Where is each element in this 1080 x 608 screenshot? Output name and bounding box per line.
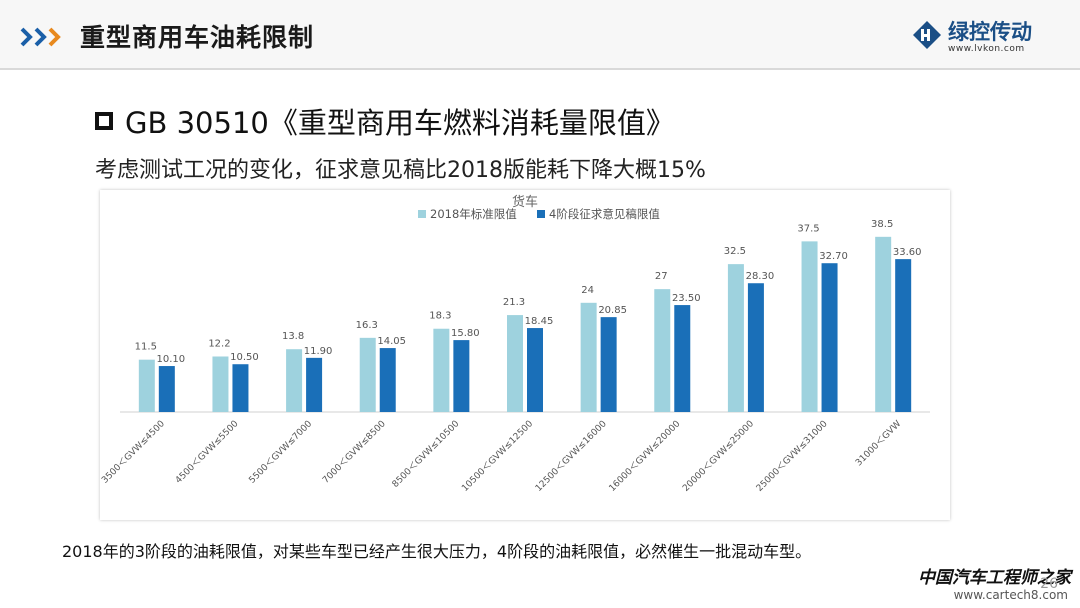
x-tick-label-4: 7000＜GVW≤8500 (321, 419, 388, 486)
logo-url: www.lvkon.com (948, 44, 1025, 54)
data-label-s1-2: 12.2 (208, 338, 230, 349)
bar-s1-7 (580, 302, 597, 412)
data-label-s1-3: 13.8 (282, 331, 304, 342)
bar-s2-10 (821, 263, 838, 412)
bar-s1-9 (727, 264, 744, 412)
square-bullet-icon (95, 112, 113, 130)
bar-s2-2 (232, 364, 249, 412)
chevron-arrows-icon (20, 27, 61, 47)
x-tick-label-5: 8500＜GVW≤10500 (391, 419, 462, 490)
bar-s2-9 (747, 283, 764, 412)
x-tick-label-1: 3500＜GVW≤4500 (100, 419, 167, 486)
page-title: 重型商用车油耗限制 (80, 23, 315, 52)
data-label-s2-10: 32.70 (819, 251, 848, 262)
data-label-s2-6: 18.45 (525, 316, 554, 327)
bar-s1-8 (654, 289, 671, 412)
data-label-s1-11: 38.5 (871, 219, 893, 230)
legend-swatch-1 (418, 210, 426, 218)
bar-s1-4 (359, 337, 376, 412)
main-heading: GB 30510《重型商用车燃料消耗量限值》 (95, 100, 675, 142)
data-label-s1-8: 27 (655, 271, 668, 282)
logo-text: 绿控传动 (948, 20, 1032, 44)
data-label-s1-7: 24 (581, 285, 594, 296)
x-tick-label-10: 25000＜GVW≤31000 (755, 419, 830, 494)
bar-s1-2 (212, 356, 229, 412)
data-label-s1-10: 37.5 (797, 223, 819, 234)
bar-s1-11 (875, 236, 892, 412)
bar-s2-11 (895, 259, 912, 412)
chart-container: 货车 2018年标准限值 4阶段征求意见稿限值 11.5 10.10 3500＜GVW≤4… (100, 190, 950, 520)
bar-s1-10 (801, 241, 818, 412)
data-label-s1-9: 32.5 (724, 246, 746, 257)
x-tick-label-8: 16000＜GVW≤20000 (608, 419, 683, 494)
data-label-s2-4: 14.05 (377, 336, 406, 347)
watermark-cn: 中国汽车工程师之家 (918, 568, 1071, 588)
bar-s2-3 (306, 357, 323, 412)
watermark: 中国汽车工程师之家 www.cartech8.com (918, 563, 1071, 602)
bar-s2-8 (674, 305, 691, 412)
data-label-s2-2: 10.50 (230, 352, 259, 363)
chart-title: 货车 (512, 194, 538, 210)
bar-s2-6 (527, 328, 543, 412)
watermark-url: www.cartech8.com (953, 588, 1068, 602)
subheading: 考虑测试工况的变化，征求意见稿比2018版能耗下降大概15% (95, 158, 706, 183)
bar-s1-5 (433, 328, 450, 412)
data-label-s2-1: 10.10 (156, 354, 185, 365)
data-label-s1-1: 11.5 (135, 342, 157, 353)
data-label-s1-6: 21.3 (503, 297, 525, 308)
page-number: 26 (1040, 576, 1058, 592)
legend-swatch-2 (537, 210, 545, 218)
data-label-s2-5: 15.80 (451, 328, 480, 339)
legend-label-1: 2018年标准限值 (430, 207, 517, 221)
x-tick-label-11: 31000＜GVW (854, 419, 903, 468)
main-heading-text: GB 30510《重型商用车燃料消耗量限值》 (125, 106, 675, 140)
x-tick-label-3: 5500＜GVW≤7000 (247, 419, 314, 486)
x-tick-label-2: 4500＜GVW≤5500 (174, 419, 241, 486)
legend-label-2: 4阶段征求意见稿限值 (549, 207, 660, 221)
data-label-s2-7: 20.85 (598, 305, 627, 316)
data-label-s1-5: 18.3 (429, 311, 451, 322)
data-label-s2-8: 23.50 (672, 293, 701, 304)
bar-s1-1 (138, 359, 155, 412)
bar-s2-7 (600, 317, 617, 412)
bar-s1-3 (286, 349, 303, 412)
data-label-s2-11: 33.60 (893, 247, 922, 258)
company-logo: 绿控传动 www.lvkon.com (912, 16, 1052, 60)
logo-mark-icon (913, 21, 941, 49)
data-label-s2-3: 11.90 (304, 346, 333, 357)
bar-s1-6 (507, 315, 523, 412)
header-bar: 重型商用车油耗限制 绿控传动 www.lvkon.com (0, 0, 1080, 70)
bar-s2-1 (158, 366, 175, 412)
x-tick-label-7: 12500＜GVW≤16000 (534, 419, 609, 494)
data-label-s1-4: 16.3 (356, 320, 378, 331)
x-tick-label-9: 20000＜GVW≤25000 (681, 419, 756, 494)
bar-s2-5 (453, 340, 470, 412)
x-tick-label-6: 10500＜GVW≤12500 (460, 419, 535, 494)
bar-s2-4 (379, 348, 396, 412)
data-label-s2-9: 28.30 (746, 271, 775, 282)
caption-text: 2018年的3阶段的油耗限值，对某些车型已经产生很大压力，4阶段的油耗限值，必然… (62, 542, 812, 561)
